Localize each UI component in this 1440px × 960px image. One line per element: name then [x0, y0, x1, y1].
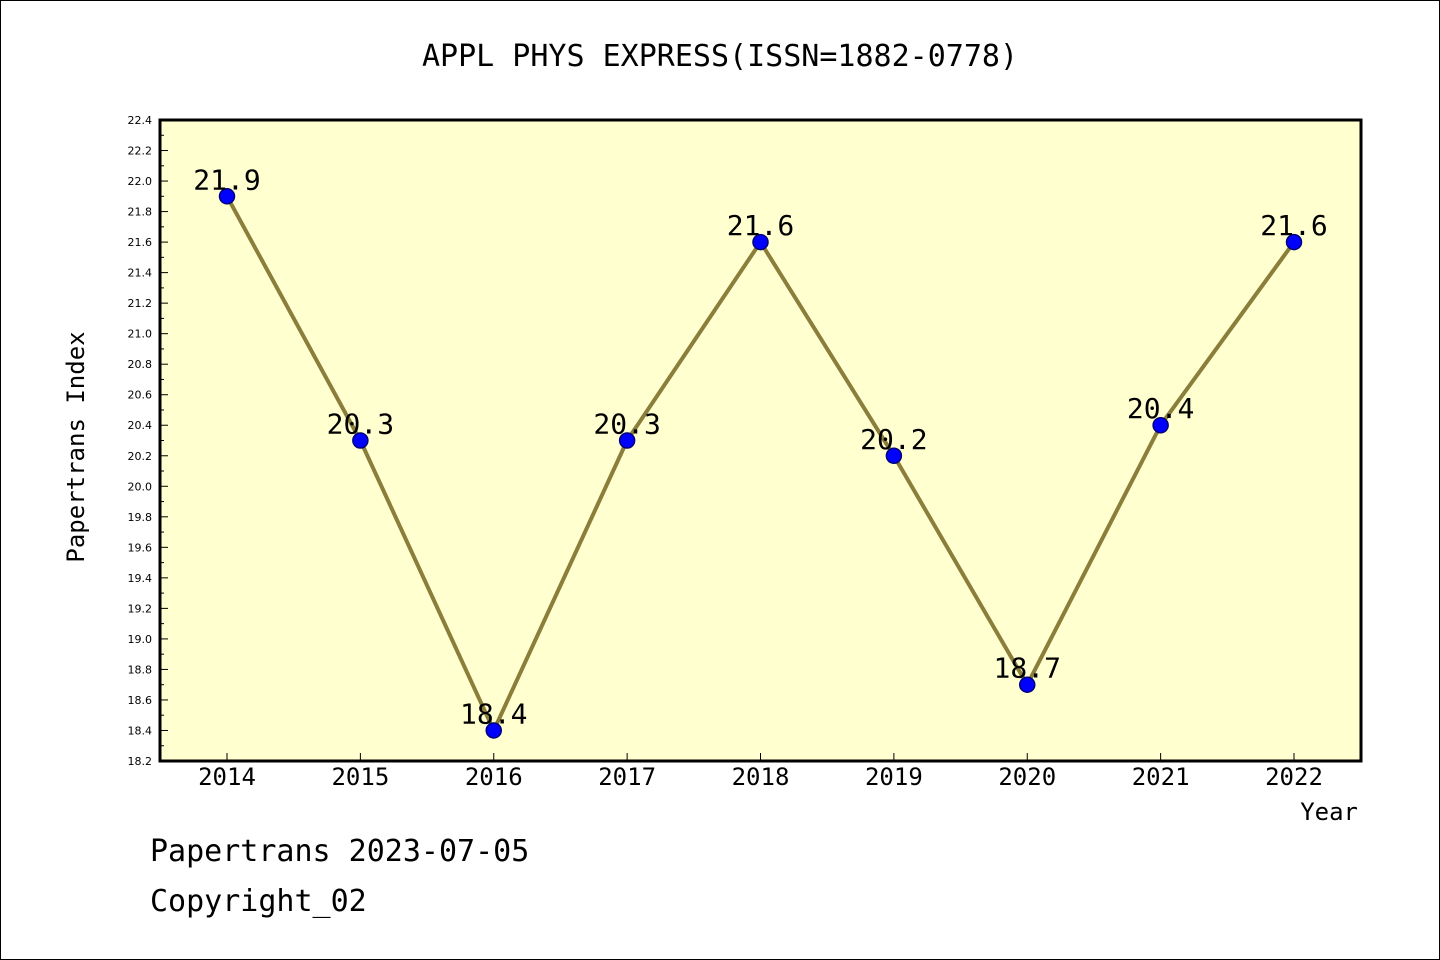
x-axis-label: Year — [1300, 798, 1358, 826]
data-label: 21.6 — [1260, 209, 1327, 242]
y-tick-label: 18.8 — [128, 663, 153, 676]
data-label: 18.7 — [994, 652, 1061, 685]
x-tick-label: 2022 — [1265, 763, 1323, 791]
data-point — [752, 233, 769, 251]
footer-copyright: Copyright_02 — [150, 884, 367, 919]
y-tick-label: 18.6 — [128, 694, 153, 707]
y-tick-label: 20.2 — [128, 450, 153, 463]
data-label: 20.3 — [593, 408, 660, 441]
x-tick-label: 2014 — [198, 763, 256, 791]
data-label: 20.2 — [860, 423, 927, 456]
y-tick-label: 21.6 — [128, 236, 153, 249]
x-tick-label: 2015 — [331, 763, 389, 791]
y-tick-label: 20.6 — [128, 389, 153, 402]
x-tick-label: 2021 — [1132, 763, 1190, 791]
y-tick-label: 18.2 — [128, 755, 153, 768]
x-axis-ticks: 2014 2015 2016 2017 2018 2019 2020 2021 2022 — [198, 753, 1323, 791]
data-labels: 21.9 20.3 18.4 20.3 21.6 20.2 18.7 20.4 21.6 — [193, 163, 1327, 730]
y-tick-label: 21.8 — [128, 206, 153, 219]
y-tick-label: 22.0 — [128, 175, 153, 188]
data-points — [218, 188, 1303, 739]
data-point — [885, 447, 903, 465]
data-point — [1019, 676, 1036, 693]
x-tick-label: 2018 — [732, 763, 790, 791]
data-label: 21.6 — [727, 209, 794, 242]
x-tick-label: 2020 — [998, 763, 1056, 791]
y-tick-label: 21.2 — [128, 297, 153, 310]
y-tick-label: 19.6 — [128, 541, 153, 554]
data-point — [1152, 416, 1169, 434]
data-point — [352, 432, 369, 449]
y-tick-label: 21.4 — [128, 267, 153, 280]
y-axis-ticks: 18.2 18.4 18.6 18.8 19.0 19.2 19.4 19.6 19.8 20.0… — [128, 114, 168, 768]
y-tick-label: 20.0 — [128, 480, 153, 493]
chart-title: APPL PHYS EXPRESS(ISSN=1882-0778) — [422, 39, 1018, 74]
y-tick-label: 19.2 — [128, 602, 153, 615]
y-tick-label: 19.0 — [128, 633, 153, 646]
x-tick-label: 2017 — [598, 763, 656, 791]
data-label: 20.3 — [327, 408, 394, 441]
y-tick-label: 22.2 — [128, 145, 153, 158]
y-axis-label: Papertrans Index — [62, 331, 90, 562]
x-tick-label: 2019 — [865, 763, 923, 791]
x-tick-label: 2016 — [465, 763, 523, 791]
y-tick-label: 20.4 — [128, 419, 153, 432]
data-label: 18.4 — [460, 697, 527, 730]
y-tick-label: 18.4 — [128, 724, 153, 737]
y-tick-label: 21.0 — [128, 328, 153, 341]
data-label: 21.9 — [193, 163, 260, 196]
data-label: 20.4 — [1127, 392, 1194, 425]
y-tick-label: 22.4 — [128, 114, 153, 127]
data-point — [218, 188, 236, 205]
data-point — [485, 722, 502, 739]
data-point — [618, 432, 636, 449]
y-tick-label: 20.8 — [128, 358, 153, 371]
y-tick-label: 19.8 — [128, 511, 153, 524]
footer-date: Papertrans 2023-07-05 — [150, 834, 530, 869]
y-tick-label: 19.4 — [128, 572, 153, 585]
data-point — [1285, 233, 1303, 251]
